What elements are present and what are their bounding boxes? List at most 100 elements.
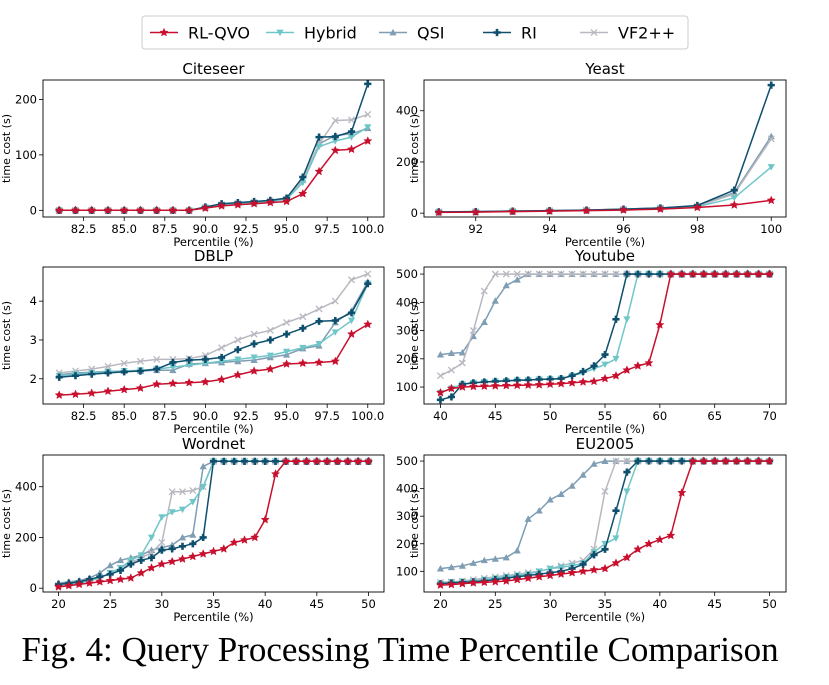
series-qsi [435,132,775,215]
data-point-rl-qvo [567,377,577,387]
data-point-vf2 [601,487,609,495]
data-point-hybrid [201,360,209,367]
data-point-ri [331,316,339,325]
data-point-rl-qvo [688,456,698,466]
data-point-hybrid [147,534,156,542]
x-tick-label: 55 [598,409,613,423]
data-point-vf2 [189,486,197,495]
x-tick-label: 92.5 [233,409,259,423]
data-point-vf2 [348,116,356,124]
data-point-qsi [502,281,510,289]
data-point-ri [120,368,128,376]
data-point-rl-qvo [699,456,709,466]
legend-marker-ri [493,28,501,37]
data-point-ri [656,457,664,465]
data-point-rl-qvo [479,381,489,391]
figure-canvas: RL-QVO Hybrid QSI RI VF2++ Citeseer 82.5 85.0 87… [0,15,787,624]
series-line-qsi [440,273,770,356]
data-point-rl-qvo [655,320,665,329]
data-point-vf2 [524,270,532,278]
data-point-qsi [491,297,499,304]
data-point-ri [250,340,258,348]
series-line-vf2 [59,273,369,374]
data-point-hybrid [601,361,609,369]
data-point-vf2 [283,318,291,327]
series-rl-qvo [53,456,374,591]
data-point-hybrid [218,358,226,365]
x-tick-label: 82.5 [71,222,97,236]
y-tick-label: 100 [15,148,37,162]
data-point-hybrid [250,354,258,362]
y-tick-label: 100 [396,380,418,394]
data-point-rl-qvo [281,359,292,368]
y-tick-label: 200 [396,537,418,551]
y-tick-label: 200 [15,530,37,544]
data-point-rl-qvo [655,204,666,214]
y-tick-label: 400 [396,295,418,309]
x-tick-label: 45 [488,409,503,423]
data-point-vf2 [568,270,576,278]
data-point-rl-qvo [301,456,312,466]
data-point-rl-qvo [446,579,457,589]
data-point-rl-qvo [545,379,555,389]
legend-item-hybrid: Hybrid [266,24,357,43]
legend-item-vf2: VF2++ [580,24,675,43]
x-tick-label: 95.0 [274,409,300,423]
y-tick-label: 300 [396,509,418,523]
series-line-qsi [58,460,369,584]
data-point-rl-qvo [764,456,775,466]
data-point-rl-qvo [233,199,243,209]
data-point-vf2 [266,326,274,334]
data-point-rl-qvo [677,269,687,279]
data-point-qsi [579,471,587,478]
data-point-rl-qvo [270,469,281,478]
x-tick-label: 65 [707,409,722,423]
data-point-rl-qvo [363,319,373,329]
data-point-rl-qvo [523,573,533,583]
x-tick-label: 90.0 [193,409,219,423]
data-point-ri [169,358,177,367]
series-line-rl-qvo [59,140,369,212]
data-point-rl-qvo [435,580,446,590]
data-point-ri [730,186,738,194]
data-point-rl-qvo [330,145,340,155]
data-point-rl-qvo [677,487,687,497]
plot-frame [42,266,385,405]
data-point-ri [447,393,456,401]
data-point-hybrid [623,488,631,495]
data-point-vf2 [331,116,339,125]
data-point-ri [315,133,323,141]
data-point-rl-qvo [200,377,211,386]
data-point-ri [240,457,249,465]
data-point-rl-qvo [53,582,64,591]
x-tick-label: 20 [433,597,448,611]
y-tick-label: 300 [396,324,418,338]
data-point-rl-qvo [346,144,357,154]
data-point-qsi [480,556,488,564]
data-point-ri [147,554,156,562]
data-point-vf2 [218,344,226,352]
series-line-vf2 [59,113,369,212]
data-point-vf2 [535,270,543,278]
data-point-vf2 [469,327,477,335]
x-axis-label: Percentile (%) [173,235,253,249]
data-point-hybrid [169,364,177,371]
legend: RL-QVO Hybrid QSI RI VF2++ [141,15,689,50]
data-point-qsi [513,547,521,554]
data-point-rl-qvo [119,205,129,215]
plot-frame [423,79,787,218]
data-point-ri [136,367,145,375]
data-point-rl-qvo [157,559,167,569]
data-point-rl-qvo [578,566,588,576]
data-point-rl-qvo [363,136,373,145]
data-point-rl-qvo [622,365,632,375]
data-point-rl-qvo [611,370,621,380]
data-point-rl-qvo [666,530,676,540]
series-vf2 [54,457,373,590]
data-point-vf2 [153,355,161,363]
data-point-rl-qvo [135,383,146,393]
data-point-qsi [546,496,554,503]
data-point-ri [623,468,631,476]
data-point-rl-qvo [95,577,105,586]
x-axis-label: Percentile (%) [565,235,645,249]
